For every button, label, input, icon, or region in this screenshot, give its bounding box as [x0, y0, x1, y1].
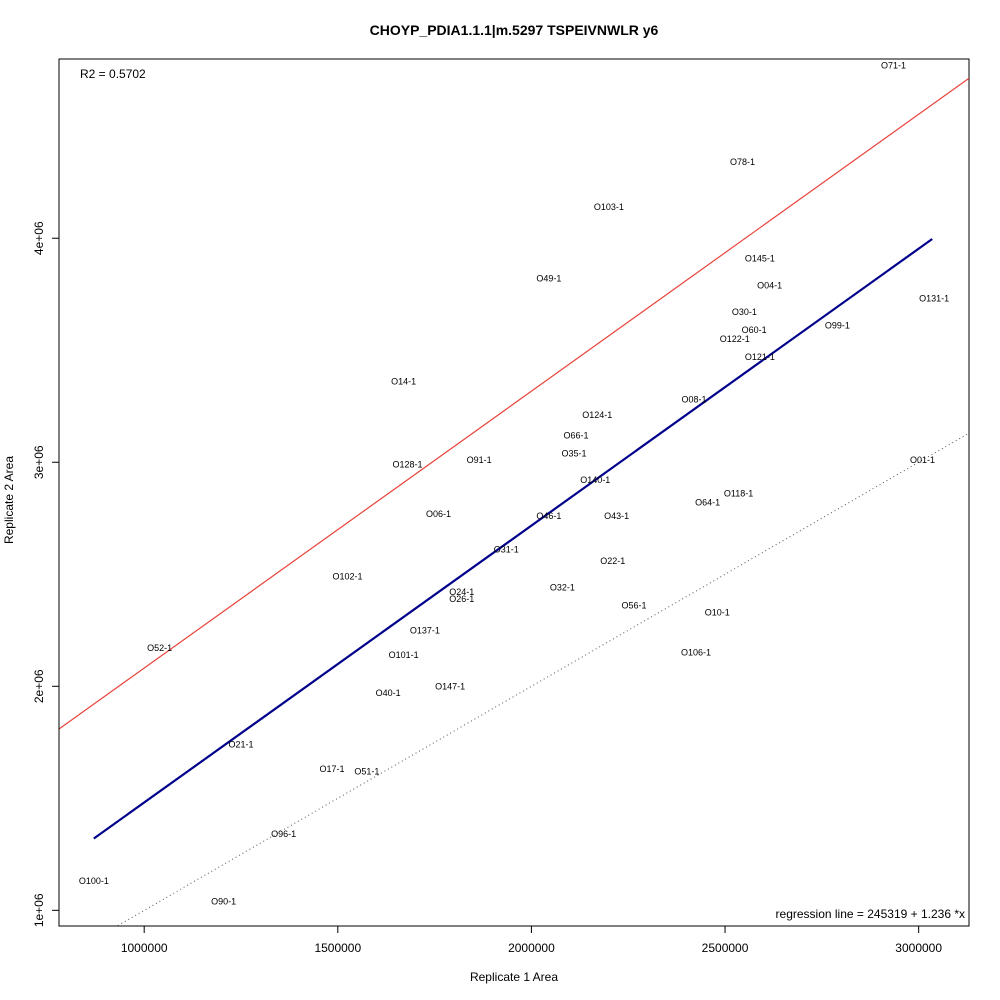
y-axis: 1e+06 2e+06 3e+06 4e+06: [32, 221, 60, 927]
point-label: O14-1: [391, 377, 416, 387]
x-axis: 1000000 1500000 2000000 2500000 3000000: [121, 925, 942, 955]
point-label: O17-1: [319, 764, 344, 774]
regression-line: [93, 238, 933, 840]
point-label: O40-1: [376, 688, 401, 698]
point-label: O49-1: [536, 274, 561, 284]
point-label: O71-1: [881, 61, 906, 71]
point-label: O56-1: [622, 601, 647, 611]
point-label: O51-1: [354, 766, 379, 776]
regression-annotation: regression line = 245319 + 1.236 *x: [776, 907, 965, 921]
point-label: O08-1: [682, 395, 707, 405]
point-label: O01-1: [910, 455, 935, 465]
identity-line: [116, 432, 969, 926]
y-tick-label: 3e+06: [32, 445, 46, 479]
point-label: O101-1: [389, 650, 419, 660]
point-label: O140-1: [580, 475, 610, 485]
x-axis-label: Replicate 1 Area: [470, 970, 558, 984]
point-label: O52-1: [147, 643, 172, 653]
point-label: O26-1: [449, 594, 474, 604]
x-tick-label: 1500000: [314, 941, 361, 955]
point-label: O100-1: [79, 876, 109, 886]
point-label: O22-1: [600, 556, 625, 566]
point-label: O131-1: [919, 294, 949, 304]
point-label: O64-1: [695, 498, 720, 508]
point-label: O121-1: [745, 352, 775, 362]
point-label: O60-1: [742, 325, 767, 335]
r2-annotation: R2 = 0.5702: [80, 67, 146, 81]
point-label: O102-1: [332, 572, 362, 582]
point-label: O06-1: [426, 509, 451, 519]
y-tick-label: 1e+06: [32, 893, 46, 927]
point-label: O137-1: [410, 625, 440, 635]
point-label: O99-1: [825, 321, 850, 331]
point-label: O04-1: [757, 280, 782, 290]
point-label: O46-1: [536, 511, 561, 521]
point-label: O24-1: [449, 587, 474, 597]
point-label: O122-1: [720, 334, 750, 344]
point-label: O103-1: [594, 202, 624, 212]
point-label: O91-1: [467, 455, 492, 465]
point-label: O118-1: [724, 489, 753, 499]
point-label: O43-1: [604, 511, 629, 521]
x-tick-label: 2000000: [508, 941, 555, 955]
point-label: O35-1: [562, 448, 587, 458]
x-tick-label: 2500000: [702, 941, 749, 955]
plot-frame: [58, 58, 970, 927]
point-label: O10-1: [705, 607, 730, 617]
point-label: O124-1: [582, 410, 612, 420]
point-label: O21-1: [228, 740, 253, 750]
points-layer: O71-1 O78-1 O103-1 O145-1 O49-1 O04-1 O131-1 O3…: [79, 61, 949, 907]
chart-title: CHOYP_PDIA1.1.1|m.5297 TSPEIVNWLR y6: [370, 22, 659, 38]
point-label: O128-1: [392, 459, 422, 469]
point-label: O31-1: [494, 545, 519, 555]
y-axis-label: Replicate 2 Area: [2, 456, 16, 544]
y-tick-label: 2e+06: [32, 669, 46, 703]
point-label: O96-1: [271, 829, 296, 839]
point-label: O106-1: [681, 648, 711, 658]
x-tick-label: 3000000: [895, 941, 942, 955]
point-label: O30-1: [732, 307, 757, 317]
point-label: O147-1: [435, 681, 465, 691]
point-label: O32-1: [550, 583, 575, 593]
point-label: O145-1: [745, 253, 775, 263]
upper-bound-line: [59, 77, 969, 730]
point-label: O66-1: [563, 430, 588, 440]
lines-layer: [59, 77, 969, 926]
y-tick-label: 4e+06: [32, 221, 46, 255]
point-label: O90-1: [211, 896, 236, 906]
point-label: O78-1: [730, 157, 755, 167]
x-tick-label: 1000000: [121, 941, 168, 955]
